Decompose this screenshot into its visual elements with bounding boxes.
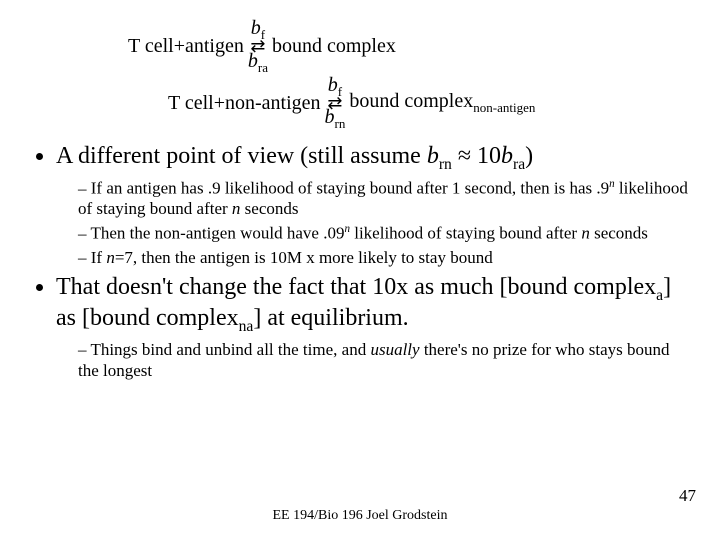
eq2-right-sub: non-antigen — [473, 100, 535, 115]
b1-bra-sub: ra — [513, 156, 525, 173]
b2-sub-na: na — [239, 318, 254, 335]
b1-sub2: Then the non-antigen would have .09 n lik… — [78, 223, 692, 244]
eq2-left: T cell+non-antigen — [168, 93, 321, 114]
eq1-right: bound complex — [272, 36, 396, 57]
eq2-arrows: bf ⇄ brn — [325, 77, 346, 130]
b2s1-usually: usually — [370, 340, 419, 359]
bullet-list: A different point of view (still assume … — [28, 143, 692, 381]
bullet-2-sublist: Things bind and unbind all the time, and… — [56, 340, 692, 381]
b2s1-pre: Things bind and unbind all the time, and — [90, 340, 370, 359]
b1s2-pre: Then the non-antigen would have .09 — [90, 224, 344, 243]
page-number: 47 — [679, 486, 696, 506]
b1-brn-sub: rn — [439, 156, 452, 173]
equation-block: T cell+antigen bf ⇄ bra bound complex T … — [128, 20, 692, 129]
b1s1-post: seconds — [240, 199, 298, 218]
b1-brn: b — [427, 143, 439, 169]
bullet-2: That doesn't change the fact that 10x as… — [56, 274, 692, 381]
eq1-rate-bot: bra — [248, 53, 268, 73]
slide-body: T cell+antigen bf ⇄ bra bound complex T … — [0, 0, 720, 540]
b1s3-post: =7, then the antigen is 10M x more likel… — [115, 248, 493, 267]
bullet-1: A different point of view (still assume … — [56, 143, 692, 268]
b1-bra: b — [501, 143, 513, 169]
equation-2: T cell+non-antigen bf ⇄ brn bound comple… — [168, 77, 692, 130]
b1-sub1: If an antigen has .9 likelihood of stayi… — [78, 178, 692, 220]
eq1-rate-bot-b: b — [248, 50, 258, 72]
b1s3-pre: If — [91, 248, 107, 267]
b2-sub1: Things bind and unbind all the time, and… — [78, 340, 692, 381]
eq2-rate-bot-sub: rn — [335, 116, 346, 131]
b1-post: ) — [525, 143, 533, 169]
eq2-rate-bot-b: b — [325, 106, 335, 128]
b1s2-post: seconds — [590, 224, 648, 243]
b1s1-pre: If an antigen has .9 likelihood of stayi… — [91, 179, 609, 198]
b1s2-mid: likelihood of staying bound after — [350, 224, 581, 243]
eq1-arrows: bf ⇄ bra — [248, 20, 268, 73]
eq2-rate-bot: brn — [325, 109, 346, 129]
b1-pre: A different point of view (still assume — [56, 143, 427, 169]
eq1-rate-bot-sub: ra — [258, 60, 268, 75]
b1s3-n: n — [106, 248, 115, 267]
eq2-right-text: bound complex — [349, 90, 473, 112]
eq2-right: bound complexnon-antigen — [349, 91, 535, 115]
footer-text: EE 194/Bio 196 Joel Grodstein — [0, 508, 720, 524]
equation-1: T cell+antigen bf ⇄ bra bound complex — [128, 20, 692, 73]
b2-post: ] at equilibrium. — [253, 305, 408, 331]
b1-approx: ≈ 10 — [452, 143, 501, 169]
bullet-1-sublist: If an antigen has .9 likelihood of stayi… — [56, 178, 692, 268]
b1-sub3: If n=7, then the antigen is 10M x more l… — [78, 248, 692, 269]
eq1-left: T cell+antigen — [128, 36, 244, 57]
b2-pre: That doesn't change the fact that 10x as… — [56, 274, 656, 300]
b1s2-n: n — [581, 224, 590, 243]
